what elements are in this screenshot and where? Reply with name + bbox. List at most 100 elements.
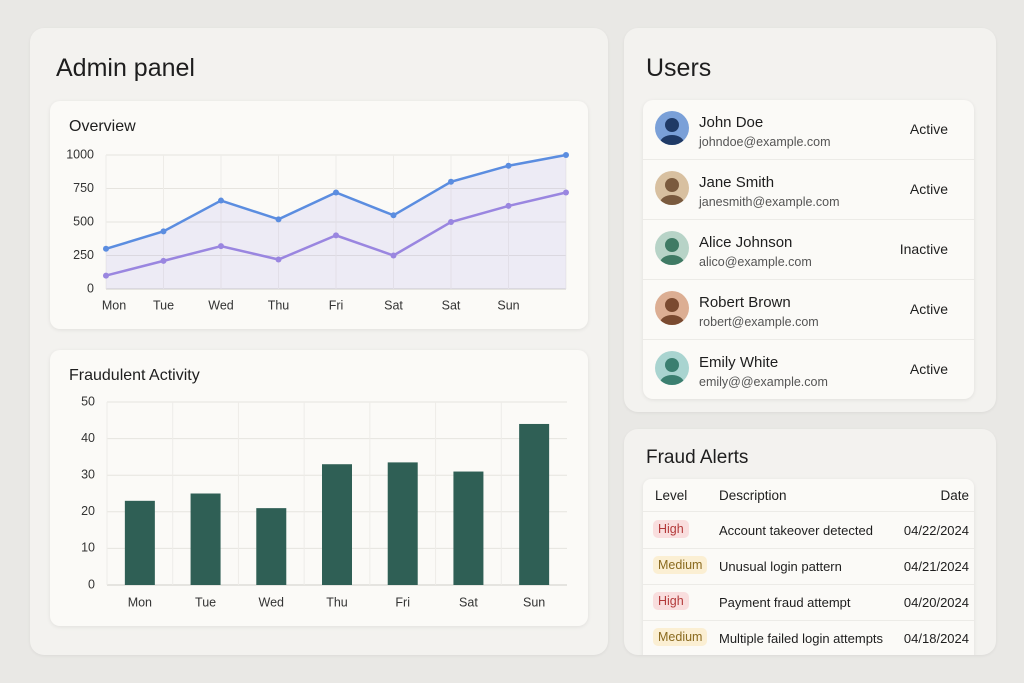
header-cell: Description <box>719 488 787 503</box>
avatar-figure <box>660 238 684 265</box>
overview-card: Overview 0 250 500 750 1000 Mon Tue Wed Thu Fri Sat… <box>50 101 588 329</box>
bar <box>453 471 484 585</box>
point <box>563 152 569 158</box>
avatar <box>655 291 689 325</box>
alerts-panel: Fraud Alerts Level Description Date High Acc… <box>624 429 996 655</box>
avatar <box>655 171 689 205</box>
user-email: robert@example.com <box>699 315 819 329</box>
bar <box>124 500 155 585</box>
bar <box>519 423 550 585</box>
user-email: johndoe@example.com <box>699 135 831 149</box>
chart-title: Fraudulent Activity <box>69 367 200 384</box>
point <box>103 245 109 252</box>
level-badge: Medium <box>653 556 708 574</box>
fraud-chart: Fraudulent Activity 0 10 20 30 40 50 Mon Tue Wed T… <box>69 367 567 609</box>
table-header: Level Description Date <box>643 479 974 512</box>
area <box>106 155 566 289</box>
overview-chart: Overview 0 250 500 750 1000 Mon Tue Wed Thu Fri Sat… <box>66 118 569 312</box>
avatar <box>655 231 689 265</box>
user-name: Alice Johnson <box>699 234 793 251</box>
x-tick-label: Fri <box>329 298 344 312</box>
y-tick-label: 30 <box>81 467 95 481</box>
point <box>390 212 397 219</box>
date: 04/20/2024 <box>903 595 969 610</box>
table-row: Medium Unusual login pattern 04/21/2024 <box>643 548 974 585</box>
level-badge: High <box>653 592 689 610</box>
table-row: High Payment fraud attempt 04/20/2024 <box>643 584 974 621</box>
x-tick-label: Mon <box>128 595 152 609</box>
point <box>448 178 454 185</box>
point <box>448 219 454 225</box>
bar <box>387 462 418 585</box>
user-status: Active <box>909 181 948 197</box>
description: Payment fraud attempt <box>719 595 851 610</box>
panel-title: Admin panel <box>56 54 195 82</box>
x-tick-label: Sat <box>459 595 478 609</box>
user-email: alico@example.com <box>699 255 812 269</box>
x-tick-label: Mon <box>102 298 126 312</box>
header-cell: Level <box>655 488 688 503</box>
user-status: Active <box>909 301 948 317</box>
level-badge: High <box>653 520 689 538</box>
x-tick-label: Sat <box>384 298 403 312</box>
date: 04/21/2024 <box>903 559 969 574</box>
avatar-figure <box>660 358 684 385</box>
user-row: Alice Johnson alico@example.com Inactive <box>643 220 974 280</box>
y-tick-label: 500 <box>73 214 94 228</box>
user-list: John Doe johndoe@example.com Active Jane Sm… <box>643 100 974 399</box>
point <box>275 256 282 263</box>
alerts-title: Fraud Alerts <box>646 447 749 468</box>
y-tick-label: 20 <box>81 504 95 518</box>
user-row: Robert Brown robert@example.com Active <box>643 280 974 340</box>
y-tick-label: 1000 <box>66 147 94 161</box>
users-title: Users <box>646 54 712 82</box>
point <box>333 189 339 196</box>
x-tick-label: Tue <box>153 298 174 312</box>
bar <box>256 508 287 585</box>
x-tick-label: Wed <box>208 298 234 312</box>
table-row: Medium Multiple failed login attempts 04/1… <box>643 620 974 655</box>
x-tick-label: Fri <box>395 595 410 609</box>
point <box>333 232 339 239</box>
point <box>563 189 569 196</box>
y-tick-label: 50 <box>81 394 95 408</box>
table-row: High Account takeover detected 04/22/2024 <box>643 512 974 549</box>
x-tick-label: Sat <box>442 298 461 312</box>
point <box>218 243 224 250</box>
y-tick-label: 750 <box>73 181 94 195</box>
point <box>160 257 167 264</box>
x-tick-label: Sun <box>497 298 519 312</box>
date: 04/22/2024 <box>903 523 969 538</box>
avatar-figure <box>660 178 684 205</box>
y-tick-label: 10 <box>81 541 95 555</box>
alerts-table: Level Description Date High Account takeover… <box>643 479 974 655</box>
chart-title: Overview <box>69 118 136 135</box>
avatar-figure <box>660 298 684 325</box>
y-tick-label: 0 <box>87 281 94 295</box>
x-tick-label: Thu <box>326 595 348 609</box>
y-tick-label: 250 <box>73 248 94 262</box>
user-name: Robert Brown <box>699 294 791 311</box>
level-badge: Medium <box>653 628 708 646</box>
point <box>390 252 397 259</box>
user-status: Active <box>909 361 948 377</box>
user-email: janesmith@example.com <box>699 195 840 209</box>
point <box>275 216 282 223</box>
point <box>505 202 512 209</box>
point <box>103 272 109 279</box>
user-row: Jane Smith janesmith@example.com Active <box>643 160 974 220</box>
y-tick-label: 0 <box>88 577 95 591</box>
fraud-card: Fraudulent Activity 0 10 20 30 40 50 Mon Tue Wed T… <box>50 350 588 626</box>
user-name: John Doe <box>699 114 764 131</box>
point <box>160 228 167 235</box>
bar <box>322 464 352 585</box>
user-row: John Doe johndoe@example.com Active <box>643 100 974 160</box>
y-tick-label: 40 <box>81 431 95 445</box>
description: Account takeover detected <box>719 523 873 538</box>
user-status: Inactive <box>899 241 948 257</box>
avatar-figure <box>660 118 684 145</box>
avatar <box>655 351 689 385</box>
x-tick-label: Tue <box>195 595 216 609</box>
point <box>505 162 512 169</box>
